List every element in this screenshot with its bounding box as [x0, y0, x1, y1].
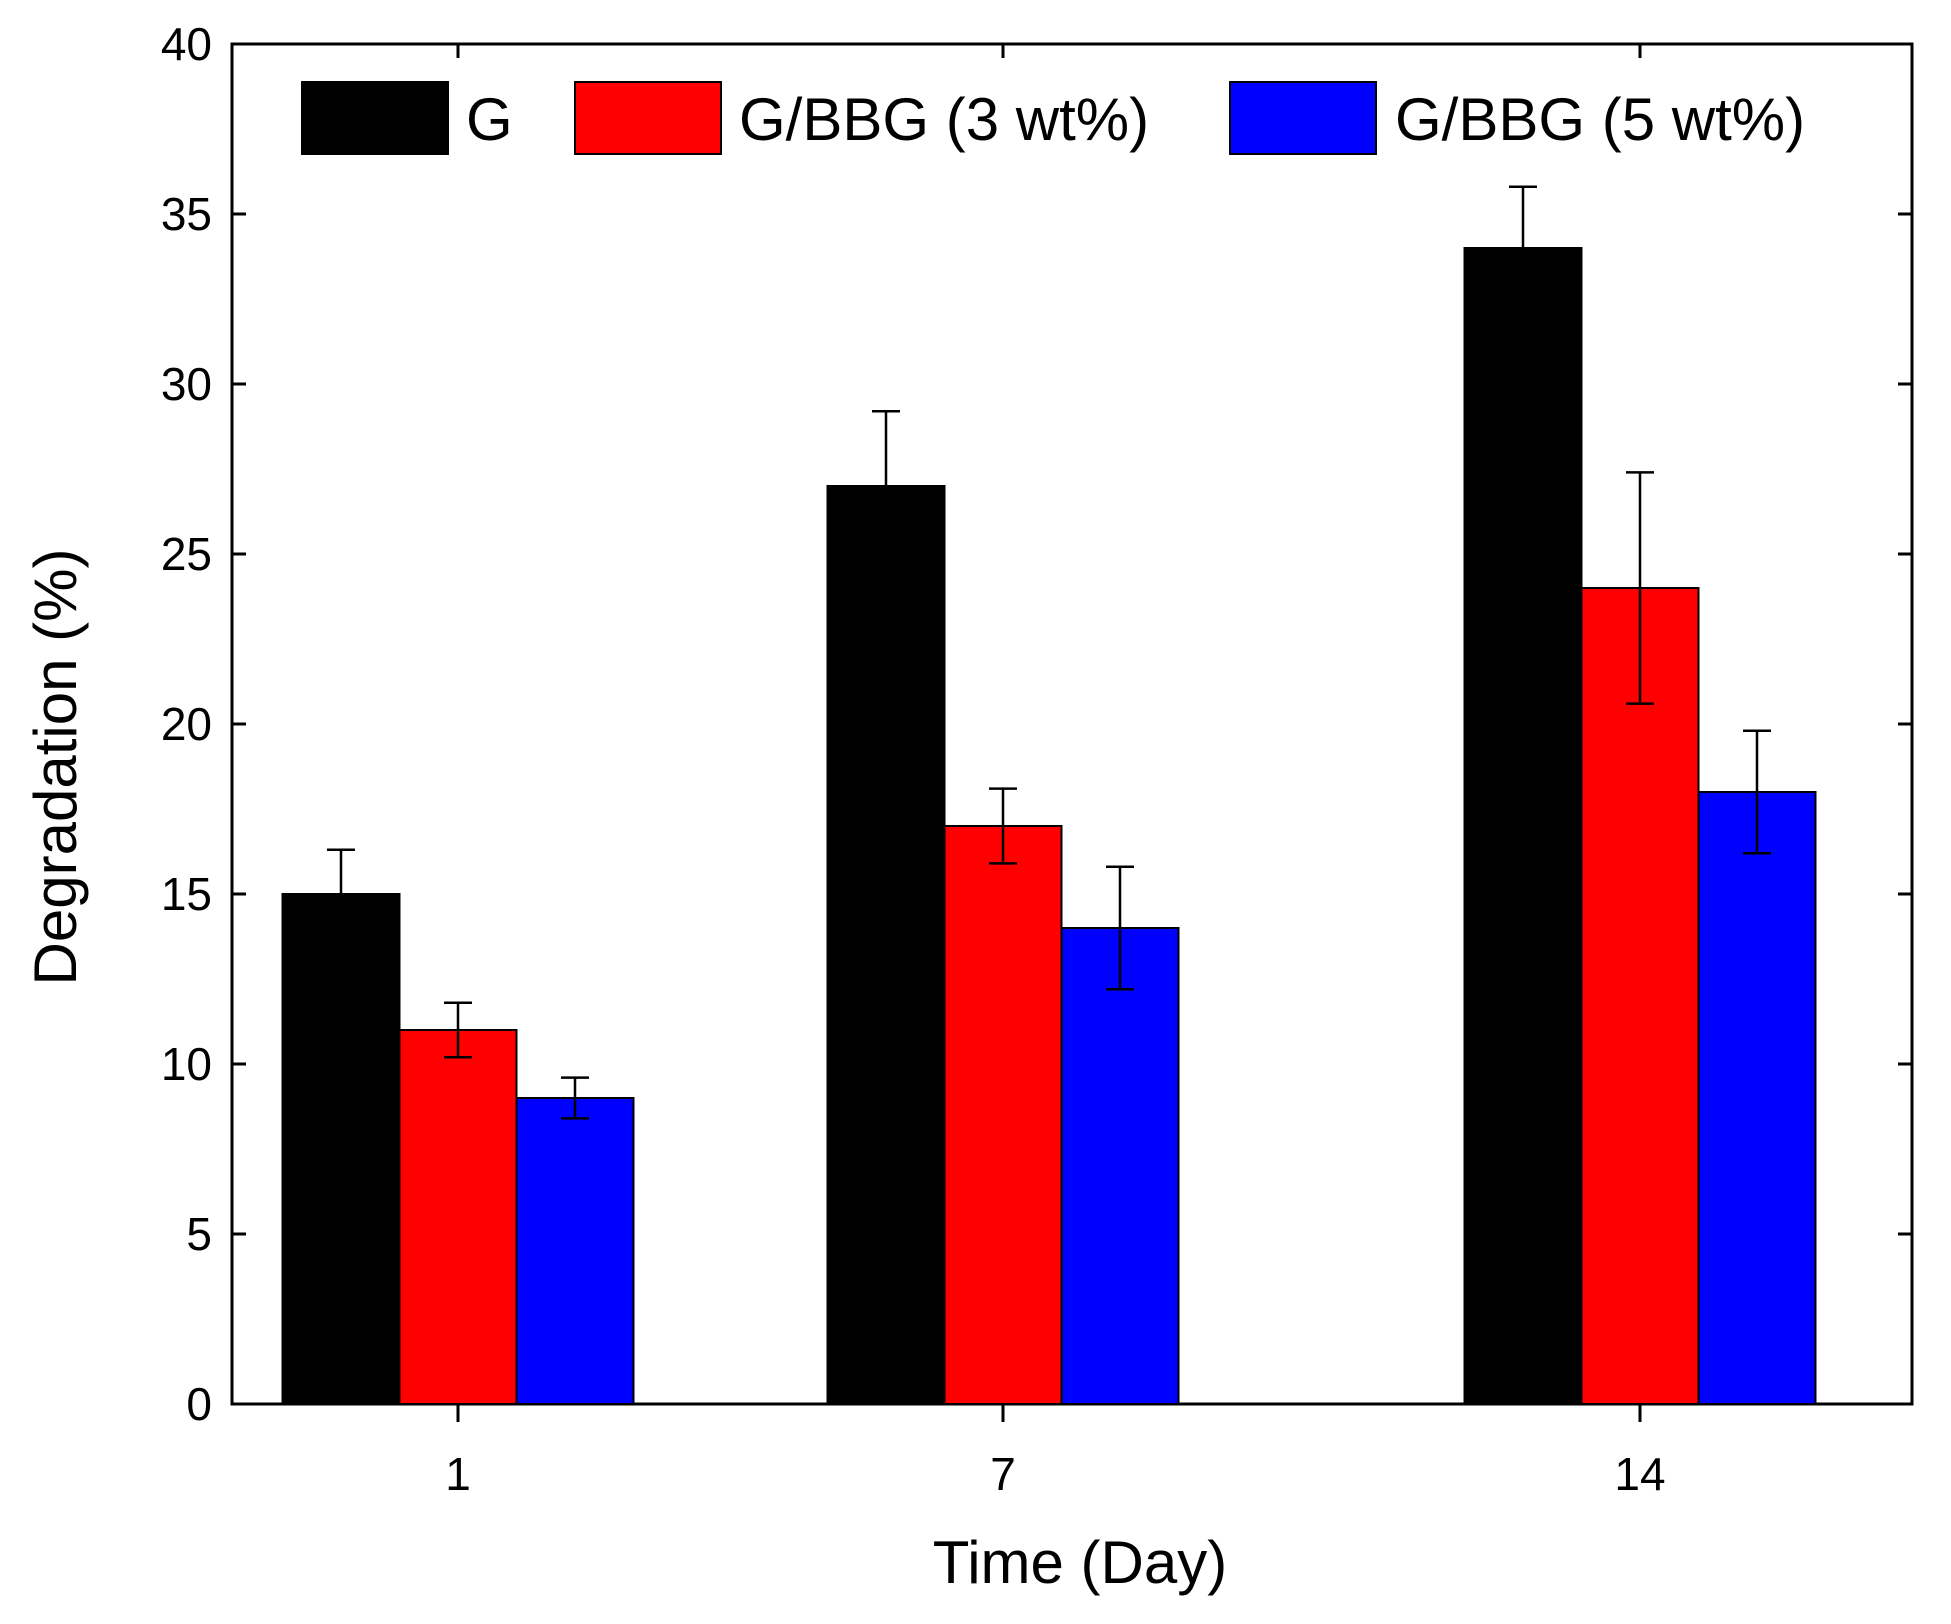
legend: G G/BBG (3 wt%) G/BBG (5 wt%) [301, 81, 1805, 155]
bar-3-14 [1697, 791, 1817, 1405]
legend-swatch-2 [574, 81, 722, 155]
axes: 0 5 10 15 20 25 30 35 40 1 7 14 [161, 18, 1912, 1500]
y-tick-label: 5 [186, 1208, 212, 1260]
y-tick-label: 30 [161, 358, 212, 410]
bar-1-1 [281, 893, 401, 1405]
legend-label-1: G [466, 86, 513, 153]
x-tick-label: 14 [1614, 1448, 1665, 1500]
y-tick-label: 20 [161, 698, 212, 750]
bar-2-14 [1580, 587, 1700, 1405]
y-tick-label: 35 [161, 188, 212, 240]
x-tick-label: 7 [990, 1448, 1016, 1500]
bar-2-1 [398, 1029, 518, 1405]
y-axis-title: Degradation (%) [22, 549, 89, 986]
bar-2-7 [943, 825, 1063, 1405]
y-tick-label: 25 [161, 528, 212, 580]
y-tick-label: 15 [161, 868, 212, 920]
y-tick-label: 0 [186, 1378, 212, 1430]
y-tick-label: 40 [161, 18, 212, 70]
x-tick-label: 1 [445, 1448, 471, 1500]
bar-3-1 [515, 1097, 635, 1405]
y-tick-label: 10 [161, 1038, 212, 1090]
error-bars [327, 185, 1771, 1120]
x-axis-title: Time (Day) [933, 1529, 1227, 1596]
bar-1-7 [826, 485, 946, 1405]
bar-3-7 [1060, 927, 1180, 1405]
legend-swatch-3 [1229, 81, 1377, 155]
legend-swatch-1 [301, 81, 449, 155]
legend-label-3: G/BBG (5 wt%) [1395, 86, 1805, 153]
legend-label-2: G/BBG (3 wt%) [739, 86, 1149, 153]
bars [281, 247, 1817, 1405]
bar-1-14 [1463, 247, 1583, 1405]
